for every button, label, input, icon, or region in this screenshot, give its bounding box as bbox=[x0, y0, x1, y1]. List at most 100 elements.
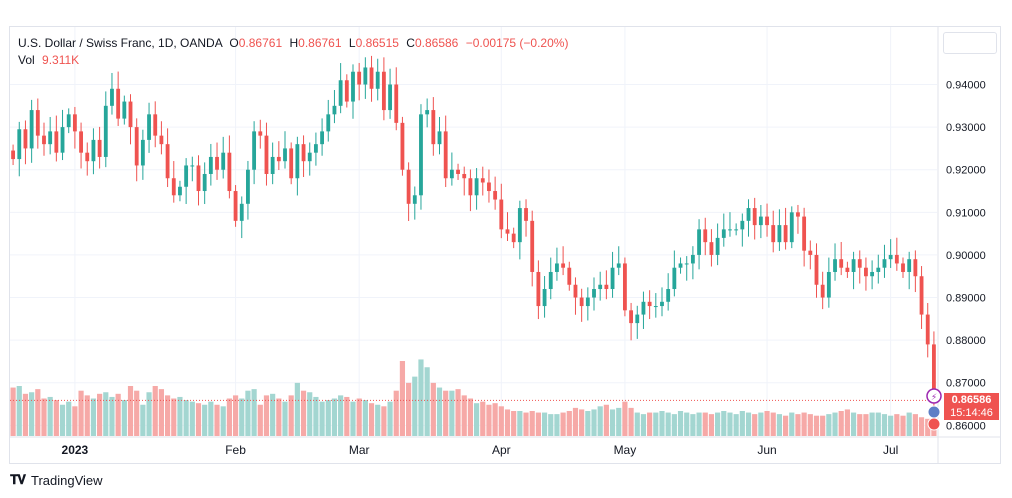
candle-body bbox=[320, 131, 325, 145]
candle-body bbox=[771, 225, 776, 243]
volume-bar bbox=[152, 386, 158, 436]
volume-bar bbox=[628, 407, 634, 436]
volume-bar bbox=[424, 367, 430, 436]
volume-bar bbox=[480, 401, 486, 436]
volume-bar bbox=[523, 412, 529, 436]
volume-bar bbox=[758, 412, 764, 436]
volume-bar bbox=[16, 386, 22, 436]
candle-body bbox=[159, 135, 164, 145]
volume-bar bbox=[782, 415, 789, 436]
volume-bar bbox=[622, 401, 628, 436]
candle-body bbox=[97, 139, 102, 157]
volume-bar bbox=[78, 390, 84, 436]
candle-body bbox=[165, 144, 170, 179]
brand-name[interactable]: TradingView bbox=[31, 472, 103, 488]
candle-body bbox=[808, 250, 813, 255]
candle-body bbox=[276, 156, 281, 162]
volume-bar bbox=[640, 414, 647, 436]
candle-body bbox=[517, 208, 522, 243]
volume-bar bbox=[245, 390, 251, 436]
candle-body bbox=[375, 71, 380, 89]
volume-bar bbox=[47, 396, 53, 436]
dividend-event-icon[interactable] bbox=[926, 388, 942, 404]
volume-bar bbox=[776, 414, 783, 436]
candle-body bbox=[888, 254, 893, 260]
volume-bar bbox=[232, 395, 239, 436]
chart-grid bbox=[10, 27, 1000, 463]
volume-bar bbox=[653, 412, 659, 436]
candle-body bbox=[369, 67, 374, 89]
volume-bar bbox=[906, 412, 912, 436]
flag-usa-icon[interactable] bbox=[927, 405, 941, 419]
volume-bar bbox=[504, 409, 511, 436]
volume-bar bbox=[146, 392, 152, 436]
candle-body bbox=[604, 284, 609, 290]
volume-bar bbox=[764, 411, 770, 436]
candle-body bbox=[128, 101, 133, 128]
candle-body bbox=[270, 156, 275, 174]
candle-body bbox=[480, 178, 485, 183]
scale-settings-box[interactable] bbox=[943, 32, 997, 54]
volume-label[interactable]: Vol bbox=[18, 53, 35, 67]
candle-body bbox=[882, 259, 887, 268]
candle-body bbox=[536, 271, 541, 307]
candle-body bbox=[796, 212, 800, 217]
candle-body bbox=[134, 127, 139, 166]
candle-body bbox=[406, 169, 411, 204]
volume-bar bbox=[857, 414, 863, 436]
candle-body bbox=[48, 131, 53, 145]
candle-body bbox=[215, 156, 219, 170]
volume-bar bbox=[455, 389, 461, 436]
candle-body bbox=[412, 195, 417, 204]
volume-bar bbox=[900, 415, 906, 436]
candle-body bbox=[913, 259, 918, 277]
volume-bar bbox=[912, 414, 918, 436]
volume-bar bbox=[362, 400, 368, 436]
candle-body bbox=[419, 114, 423, 196]
candle-body bbox=[839, 259, 844, 268]
volume-bar bbox=[838, 411, 844, 436]
volume-bar bbox=[368, 403, 375, 436]
candle-body bbox=[845, 267, 850, 272]
symbol-title[interactable]: U.S. Dollar / Swiss Franc, 1D, OANDA bbox=[18, 36, 223, 50]
candle-body bbox=[307, 152, 312, 162]
candle-body bbox=[857, 259, 862, 268]
tradingview-logo-icon[interactable]: 𝐓𝐕 bbox=[10, 472, 26, 487]
volume-bar bbox=[239, 398, 245, 436]
volume-bar bbox=[84, 395, 90, 436]
flag-swiss-icon[interactable] bbox=[927, 417, 941, 431]
volume-bar bbox=[35, 389, 41, 436]
candle-body bbox=[765, 216, 769, 226]
volume-bar bbox=[609, 409, 616, 436]
price-tick-label: 0.94000 bbox=[946, 80, 986, 92]
time-axis[interactable]: 2023 Feb Mar Apr May Jun Jul bbox=[62, 443, 899, 457]
volume-bar bbox=[597, 406, 603, 436]
volume-bar bbox=[10, 387, 16, 436]
event-markers[interactable]: ⚡ bbox=[925, 386, 943, 436]
candle-body bbox=[555, 263, 559, 272]
volume-bar bbox=[684, 412, 690, 436]
price-tick-label: 0.89000 bbox=[946, 293, 986, 305]
volume-bar bbox=[220, 406, 226, 436]
ohlc-legend: U.S. Dollar / Swiss Franc, 1D, OANDA O0.… bbox=[18, 36, 568, 50]
volume-bar bbox=[344, 396, 350, 436]
candle-body bbox=[802, 216, 807, 251]
candle-body bbox=[511, 233, 516, 243]
candle-body bbox=[715, 237, 720, 255]
candle-body bbox=[826, 271, 831, 298]
volume-bar bbox=[29, 392, 35, 436]
volume-bar bbox=[511, 411, 517, 436]
price-axis[interactable]: 0.94000 0.93000 0.92000 0.91000 0.90000 0.890… bbox=[946, 80, 986, 433]
volume-bar bbox=[535, 412, 541, 436]
candle-body bbox=[190, 165, 195, 167]
candle-body bbox=[616, 263, 621, 268]
candle-body bbox=[23, 129, 28, 149]
candle-body bbox=[171, 178, 176, 196]
time-tick-label: Apr bbox=[492, 443, 511, 457]
volume-bar bbox=[381, 406, 387, 436]
candle-body bbox=[709, 242, 714, 255]
volume-bar bbox=[572, 407, 579, 436]
volume-bar bbox=[288, 395, 294, 436]
volume-bar bbox=[801, 412, 807, 436]
